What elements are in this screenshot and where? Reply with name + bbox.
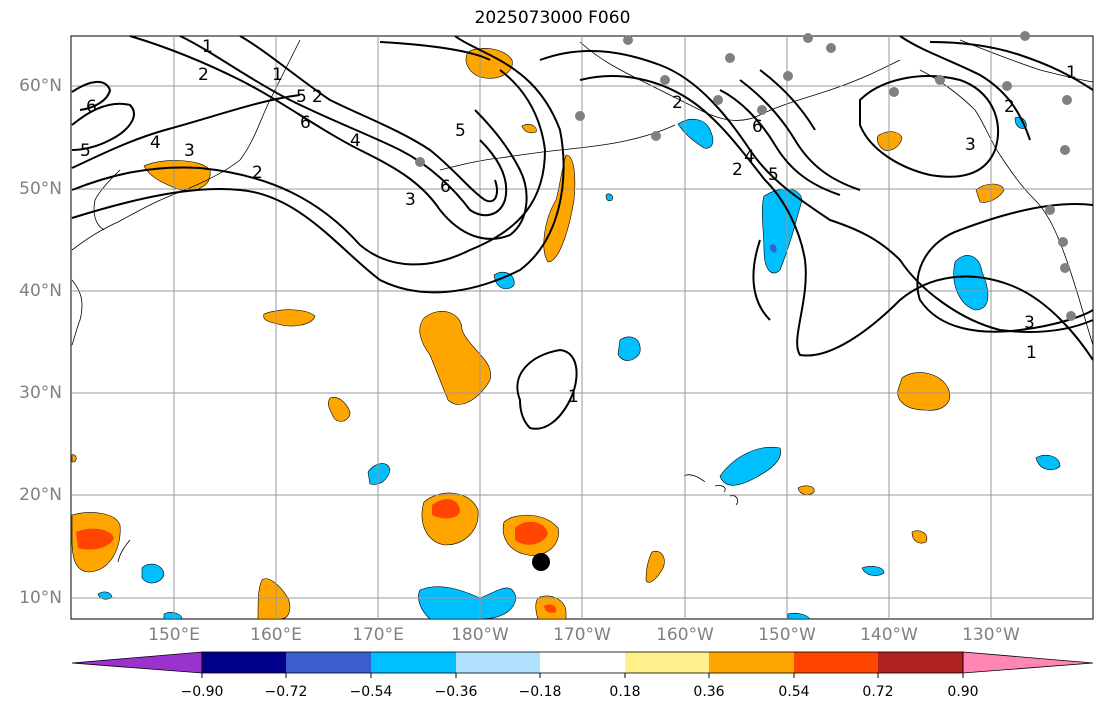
contour-label: 6 [300,113,311,133]
lat-label: 60°N [19,76,62,96]
contour-label: 2 [732,160,743,180]
negative-anomaly-patch [605,193,613,202]
colorbar-segment [202,652,286,673]
positive-anomaly-patch [257,578,291,620]
colorbar-tick-label: 0.90 [947,684,979,700]
contour-label: 3 [1024,313,1035,333]
black-dot-icon [532,553,550,571]
positive-anomaly-patch [521,124,537,134]
lon-label: 170°E [352,625,404,645]
negative-anomaly-patch [617,336,641,361]
strong-positive-core [544,604,557,613]
contour-label: 4 [150,133,161,153]
colorbar [71,651,1094,678]
contour-label: 6 [440,177,451,197]
colorbar-tick-label: 0.18 [609,684,641,700]
colorbar-tick-label: 0.36 [693,684,725,700]
colorbar-tick-label: −0.18 [518,684,562,700]
station-markers [415,31,1076,321]
positive-anomaly-patch [876,131,903,151]
lon-label: 140°W [860,625,918,645]
contour-label: 1 [202,37,213,57]
colorbar-tick-label: −0.36 [434,684,478,700]
contour-label: 5 [80,141,91,161]
contour-label: 3 [965,135,976,155]
colorbar-segment [625,652,709,673]
colorbar-extend-low [71,651,203,674]
negative-anomaly-patch [761,188,803,274]
positive-anomaly-patch [71,454,77,463]
lat-label: 20°N [19,485,62,505]
positive-anomaly-patch [797,485,815,495]
contour-label: 5 [455,121,466,141]
contour-label: 2 [672,93,683,113]
positive-anomaly-patch [645,550,665,583]
positive-anomaly-patch [328,397,351,422]
contour-label: 4 [350,131,361,151]
lon-label: 130°W [962,625,1020,645]
graticule [71,36,1093,619]
lat-label: 50°N [19,179,62,199]
contour-label: 1 [1026,343,1037,363]
lon-label: 180°W [451,625,509,645]
map-title: 2025073000 F060 [474,8,631,28]
colorbar-tick-label: 0.72 [862,684,894,700]
negative-anomaly-patch [719,446,781,486]
lon-label: 160°E [250,625,302,645]
colorbar-tick-label: −0.72 [264,684,308,700]
strong-positive-core [432,499,460,519]
strong-positive-core [76,528,114,550]
negative-anomaly-patch [367,463,391,485]
colorbar-segment [286,652,371,673]
negative-anomaly-patch [677,118,714,149]
colorbar-segment [794,652,878,673]
negative-anomaly-patch [953,255,989,311]
colorbar-extend-high [962,651,1094,674]
contour-label: 2 [1004,97,1015,117]
negative-anomaly-patch [493,271,515,290]
lat-label: 10°N [19,588,62,608]
lon-label: 170°W [553,625,611,645]
contour-label: 2 [252,163,263,183]
negative-anomaly-patch [1035,454,1061,471]
colorbar-segment [371,652,456,673]
contour-label: 1 [568,387,579,407]
colorbar-segment [878,652,963,673]
contour-label: 3 [184,141,195,161]
strong-positive-core [515,521,548,545]
contour-label: 3 [405,190,416,210]
colorbar-segment [540,652,625,673]
positive-anomaly-patch [897,372,950,411]
contour-label: 5 [768,165,779,185]
contour-label: 2 [312,87,323,107]
lon-label: 160°W [656,625,714,645]
colorbar-tick-label: 0.54 [778,684,810,700]
colorbar-segment [709,652,794,673]
colorbar-tick-label: −0.54 [349,684,393,700]
contour-label: 5 [296,87,307,107]
lat-label: 40°N [19,281,62,301]
contour-label: 1 [272,65,283,85]
contour-label: 2 [198,65,209,85]
contour-label: 6 [86,97,97,117]
negative-anomaly-patch [141,563,165,584]
contour-label: 6 [752,117,763,137]
lon-label: 150°E [148,625,200,645]
lat-label: 30°N [19,383,62,403]
lon-label: 150°W [758,625,816,645]
negative-anomaly-patch [787,612,811,620]
positive-anomaly-patch [911,530,928,544]
contour-labels: 1 2 6 5 4 3 2 1 5 6 3 2 4 5 6 2 5 4 3 2 … [80,37,1077,407]
contour-label: 1 [1066,63,1077,83]
strong-negative-core [770,244,777,253]
positive-anomaly-patch [419,311,491,405]
colorbar-tick-label: −0.90 [180,684,224,700]
contour-label: 4 [744,147,755,167]
negative-anomaly-patch [163,612,183,620]
negative-anomaly-patch [861,566,885,576]
colorbar-segment [456,652,540,673]
